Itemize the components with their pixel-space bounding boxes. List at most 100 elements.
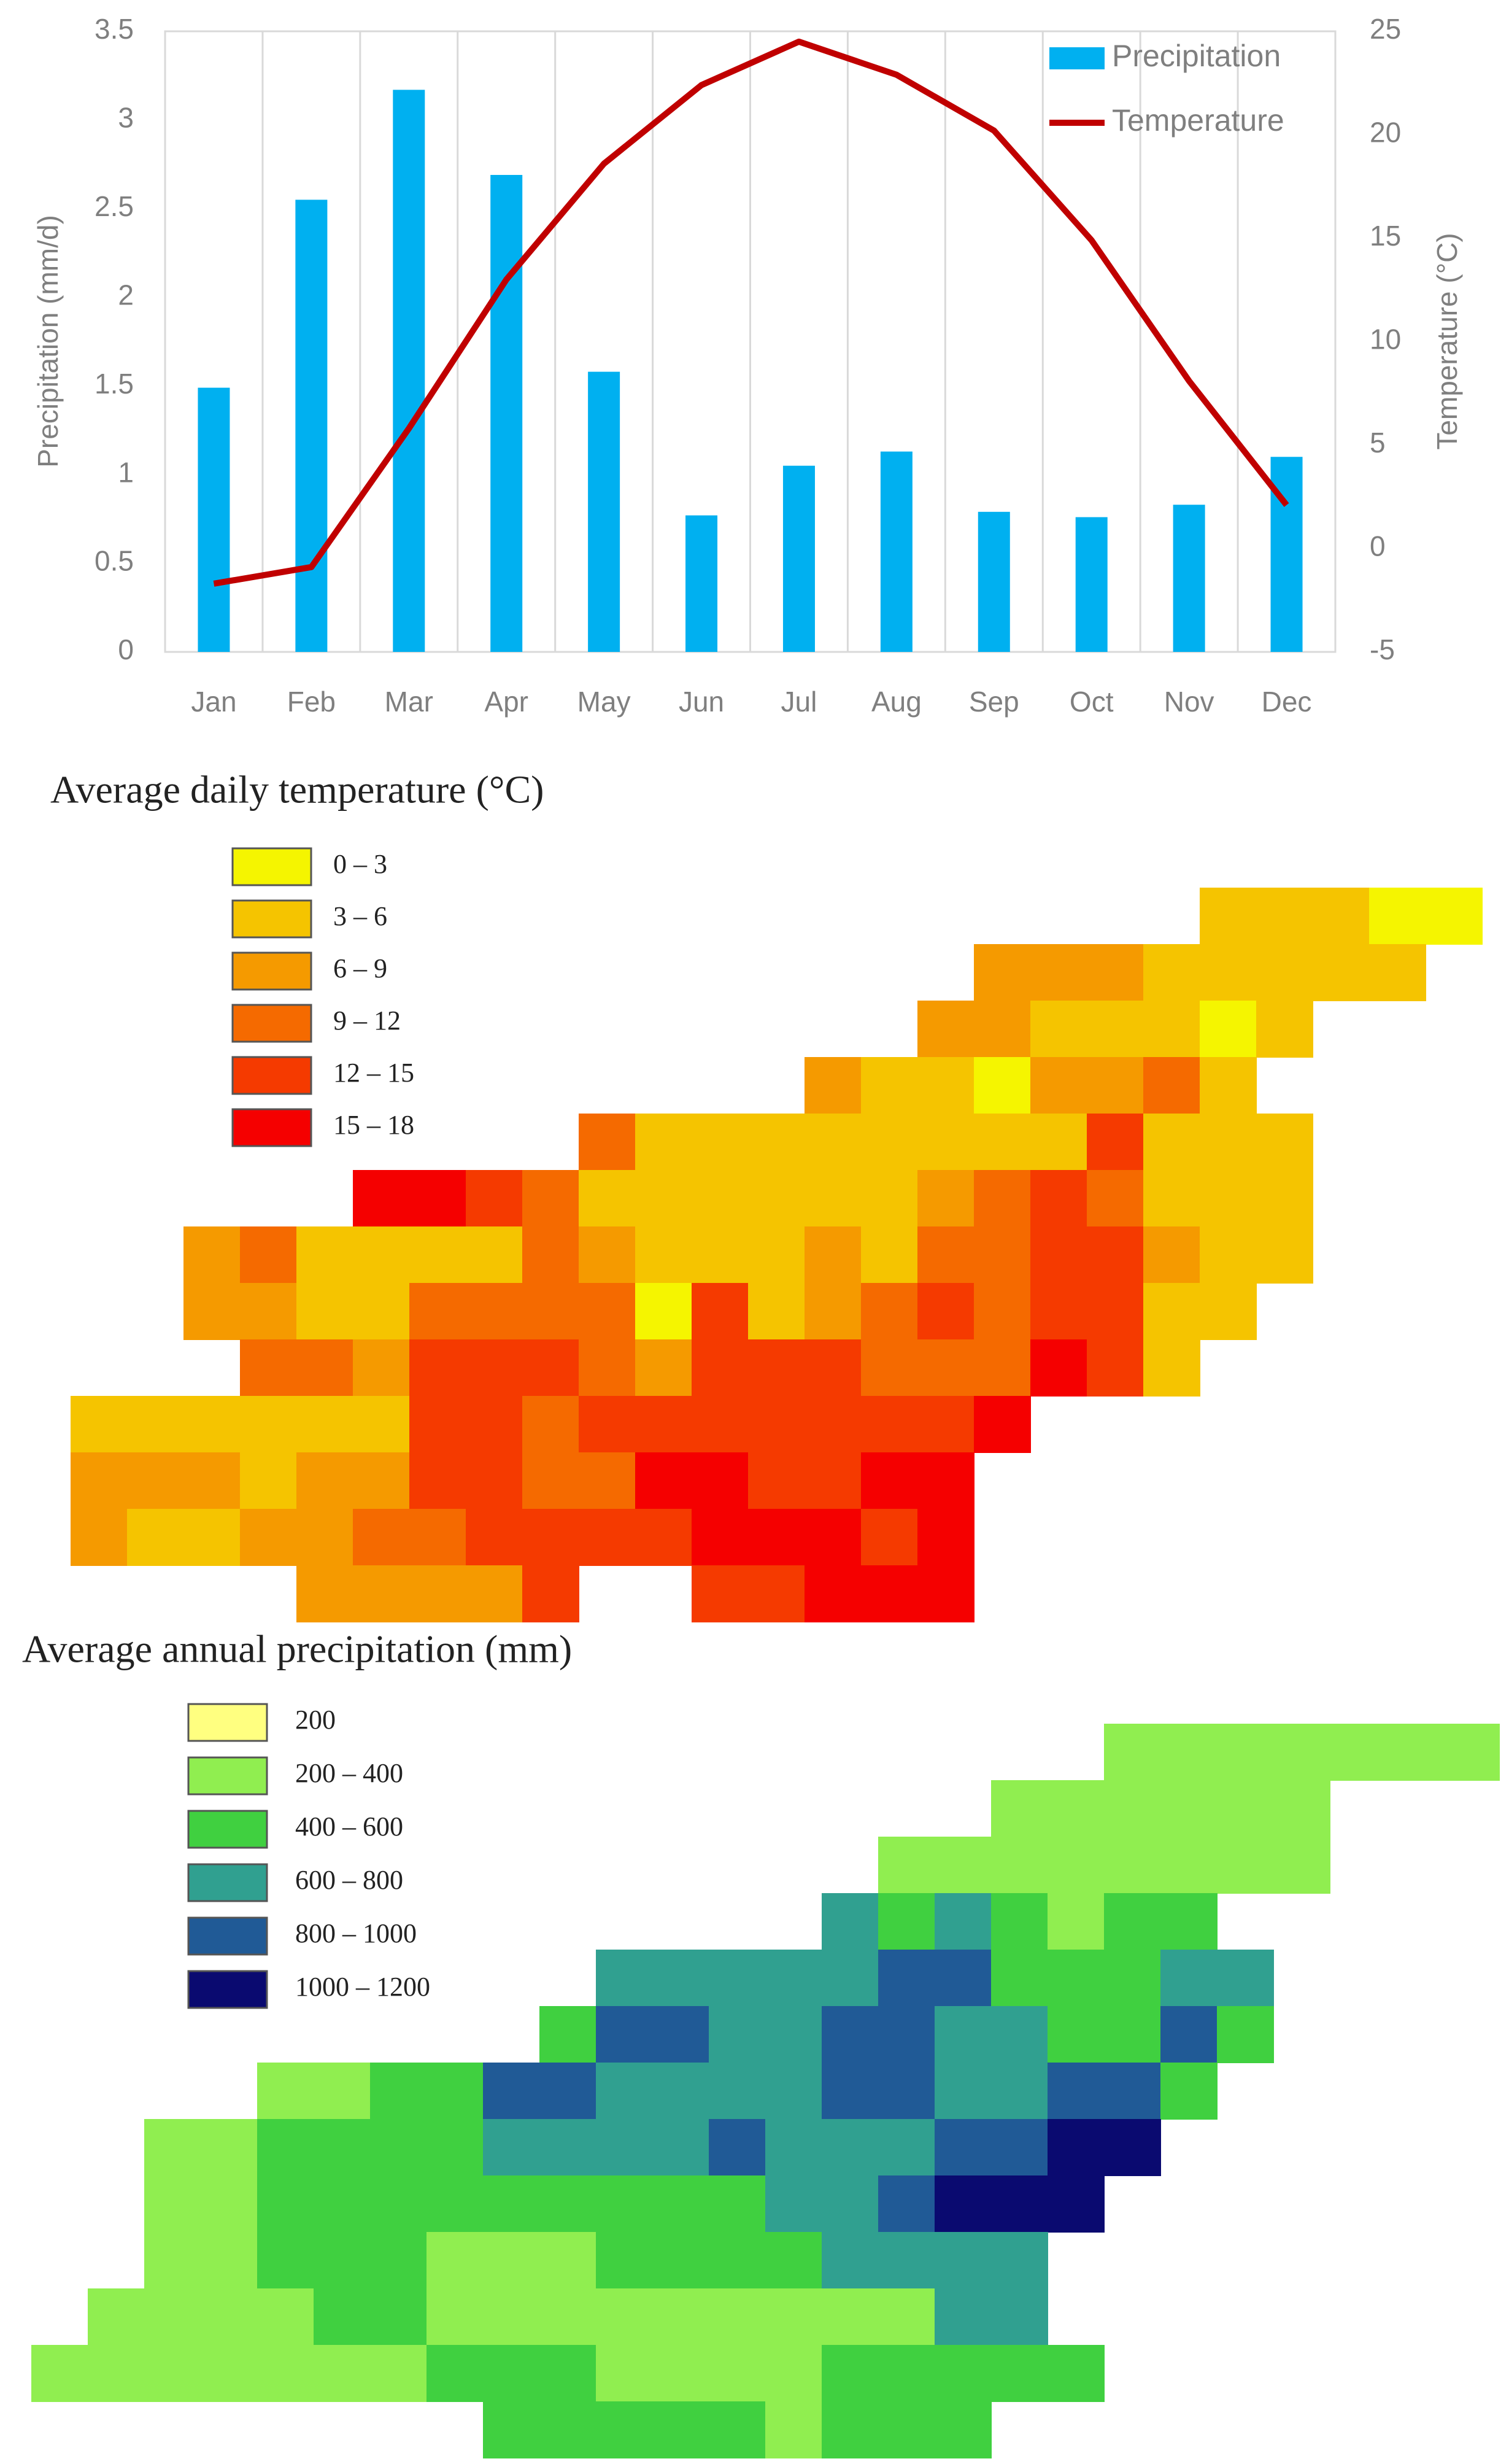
map-cell xyxy=(652,2232,709,2289)
map-cell xyxy=(805,1396,862,1453)
map-cell xyxy=(1200,888,1257,945)
map-cell xyxy=(1104,1893,1161,1950)
map-cell xyxy=(652,2119,709,2176)
map-cell xyxy=(240,1509,297,1566)
map-cell xyxy=(522,1396,579,1453)
map-cell xyxy=(991,2345,1048,2402)
legend-swatch xyxy=(187,1703,268,1742)
y-tick-label: 0 xyxy=(118,633,134,665)
map-cell xyxy=(314,2288,371,2346)
legend-label: 15 – 18 xyxy=(333,1110,414,1140)
map-cell xyxy=(935,2063,992,2120)
map-cell xyxy=(353,1283,410,1340)
map-cell xyxy=(1273,1724,1330,1781)
map-cell xyxy=(1087,1339,1144,1397)
x-tick-label: Jan xyxy=(191,686,236,718)
map-cell xyxy=(483,2063,540,2120)
map-cell xyxy=(426,2119,484,2176)
map-cell xyxy=(822,1950,879,2007)
map-cell xyxy=(1160,2063,1218,2120)
map-cell xyxy=(692,1283,749,1340)
map-cell xyxy=(466,1452,523,1509)
bar xyxy=(295,200,328,652)
map-cell xyxy=(917,1283,974,1340)
y-tick-label: 1.5 xyxy=(95,368,134,400)
map-cell xyxy=(709,2288,766,2346)
map-cell xyxy=(426,2232,484,2289)
map-cell xyxy=(974,1114,1031,1171)
bar xyxy=(588,371,620,652)
map-cell xyxy=(1104,2063,1161,2120)
map-cell xyxy=(878,1950,935,2007)
map-cell xyxy=(257,2063,314,2120)
map-cell xyxy=(240,1396,297,1453)
map-cell xyxy=(314,2345,371,2402)
map-cell xyxy=(878,2063,935,2120)
map-cell xyxy=(426,2345,484,2402)
map-cell xyxy=(201,2345,258,2402)
map-cell xyxy=(935,2401,992,2458)
map-cell xyxy=(596,1950,653,2007)
map-cell xyxy=(409,1170,466,1227)
legend-swatch xyxy=(231,847,312,886)
map-cell xyxy=(709,2401,766,2458)
map-cell xyxy=(596,2175,653,2233)
map-cell xyxy=(1160,1780,1218,1837)
map-cell xyxy=(974,1057,1031,1114)
map-cell xyxy=(596,2288,653,2346)
map-cell xyxy=(1256,1001,1313,1058)
map-cell xyxy=(917,1114,974,1171)
map-cell xyxy=(1200,944,1257,1001)
map-cell xyxy=(596,2006,653,2063)
map-cell xyxy=(466,1565,523,1622)
map-cell xyxy=(805,1565,862,1622)
map-cell xyxy=(522,1509,579,1566)
map-cell xyxy=(861,1396,918,1453)
map-cell xyxy=(144,2119,201,2176)
map-cell xyxy=(370,2175,427,2233)
legend-label: 200 xyxy=(295,1705,336,1735)
legend-swatch xyxy=(187,1863,268,1902)
map-cell xyxy=(127,1396,184,1453)
map-cell xyxy=(822,2345,879,2402)
map-cell xyxy=(991,1893,1048,1950)
map-cell xyxy=(635,1452,692,1509)
map-cell xyxy=(1200,1226,1257,1284)
map-cell xyxy=(1443,1724,1500,1781)
map-cell xyxy=(822,2232,879,2289)
legend-swatch xyxy=(231,1108,312,1147)
map-cell xyxy=(917,1226,974,1284)
map-cell xyxy=(353,1509,410,1566)
map-cell xyxy=(183,1509,241,1566)
map-cell xyxy=(522,1283,579,1340)
map-cell xyxy=(991,2006,1048,2063)
map-cell xyxy=(296,1339,353,1397)
map-cell xyxy=(709,2063,766,2120)
map-cell xyxy=(878,1837,935,1894)
map-cell xyxy=(1087,1114,1144,1171)
map-cell xyxy=(635,1226,692,1284)
map-cell xyxy=(1143,1339,1200,1397)
y-axis-title: Precipitation (mm/d) xyxy=(32,215,64,468)
map-cell xyxy=(1087,1283,1144,1340)
map-cell xyxy=(539,2288,596,2346)
map-cell xyxy=(353,1452,410,1509)
map-cell xyxy=(483,2232,540,2289)
map-cell xyxy=(991,2119,1048,2176)
map-cell xyxy=(935,2119,992,2176)
map-cell xyxy=(144,2175,201,2233)
legend-label: 400 – 600 xyxy=(295,1811,403,1842)
map-cell xyxy=(579,1509,636,1566)
legend-label: 12 – 15 xyxy=(333,1058,414,1088)
map-cell xyxy=(805,1114,862,1171)
x-tick-label: Sep xyxy=(969,686,1019,718)
map-cell xyxy=(692,1565,749,1622)
map-cell xyxy=(635,1114,692,1171)
map-cell xyxy=(314,2063,371,2120)
x-tick-label: Mar xyxy=(385,686,433,718)
map-cell xyxy=(1087,1170,1144,1227)
map-cell xyxy=(861,1226,918,1284)
map-cell xyxy=(861,1057,918,1114)
map-cell xyxy=(635,1509,692,1566)
y-tick-label: 3.5 xyxy=(95,13,134,45)
